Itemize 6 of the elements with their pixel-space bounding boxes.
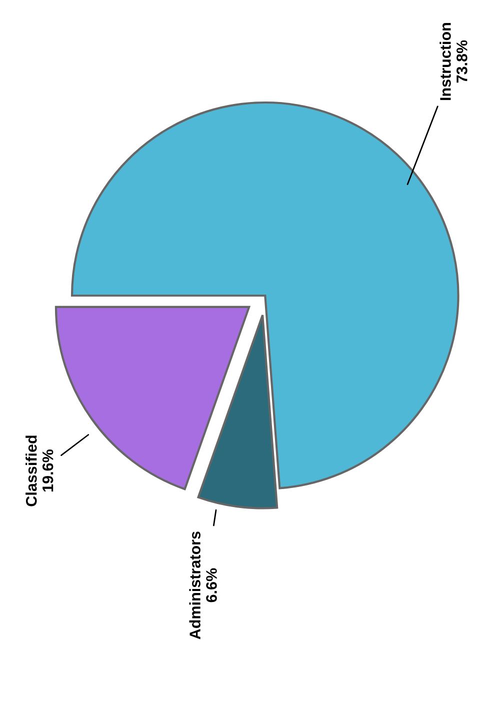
slice-label: Classified [26, 436, 37, 506]
slice-label: Administrators [189, 532, 200, 640]
data-label: 6.6% [206, 568, 217, 602]
data-label: 73.8% [456, 40, 468, 83]
slice-label: Instruction [440, 23, 451, 100]
data-label: 19.6% [42, 449, 54, 492]
